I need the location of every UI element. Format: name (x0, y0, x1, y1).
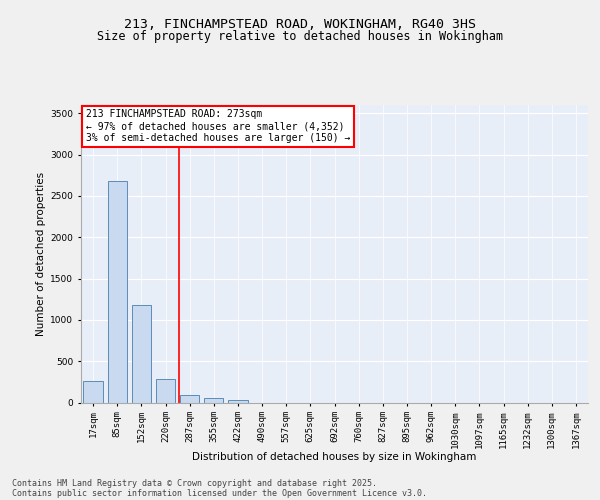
Y-axis label: Number of detached properties: Number of detached properties (36, 172, 46, 336)
X-axis label: Distribution of detached houses by size in Wokingham: Distribution of detached houses by size … (193, 452, 476, 462)
Bar (228, 400, 248, 402)
Text: Contains public sector information licensed under the Open Government Licence v3: Contains public sector information licen… (12, 488, 427, 498)
Bar (156, 378, 175, 402)
Bar (107, 181, 127, 402)
Bar (83, 382, 103, 402)
Text: 213 FINCHAMPSTEAD ROAD: 273sqm
← 97% of detached houses are smaller (4,352)
3% o: 213 FINCHAMPSTEAD ROAD: 273sqm ← 97% of … (86, 110, 350, 142)
Bar (132, 306, 151, 402)
Bar (180, 395, 199, 402)
Text: Contains HM Land Registry data © Crown copyright and database right 2025.: Contains HM Land Registry data © Crown c… (12, 478, 377, 488)
Bar (204, 398, 223, 402)
Text: Size of property relative to detached houses in Wokingham: Size of property relative to detached ho… (97, 30, 503, 43)
Text: 213, FINCHAMPSTEAD ROAD, WOKINGHAM, RG40 3HS: 213, FINCHAMPSTEAD ROAD, WOKINGHAM, RG40… (124, 18, 476, 30)
